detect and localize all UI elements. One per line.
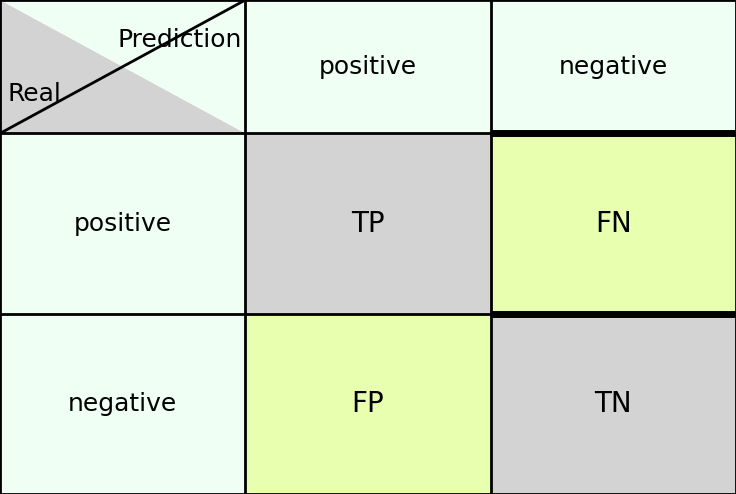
Polygon shape <box>0 0 245 133</box>
Text: negative: negative <box>68 392 177 416</box>
Text: FP: FP <box>352 390 384 418</box>
Bar <box>0 314 245 494</box>
Text: Real: Real <box>7 82 61 106</box>
Bar <box>0 133 245 314</box>
Text: TP: TP <box>351 209 385 238</box>
Text: FN: FN <box>595 209 631 238</box>
Bar <box>245 314 491 494</box>
Bar <box>491 133 736 314</box>
Polygon shape <box>0 0 245 133</box>
Text: Prediction: Prediction <box>117 28 241 51</box>
Bar <box>491 314 736 494</box>
Text: TN: TN <box>595 390 632 418</box>
Text: negative: negative <box>559 55 668 79</box>
Bar <box>245 133 491 314</box>
Text: positive: positive <box>74 211 171 236</box>
Text: positive: positive <box>319 55 417 79</box>
Bar <box>491 0 736 133</box>
Bar <box>245 0 491 133</box>
